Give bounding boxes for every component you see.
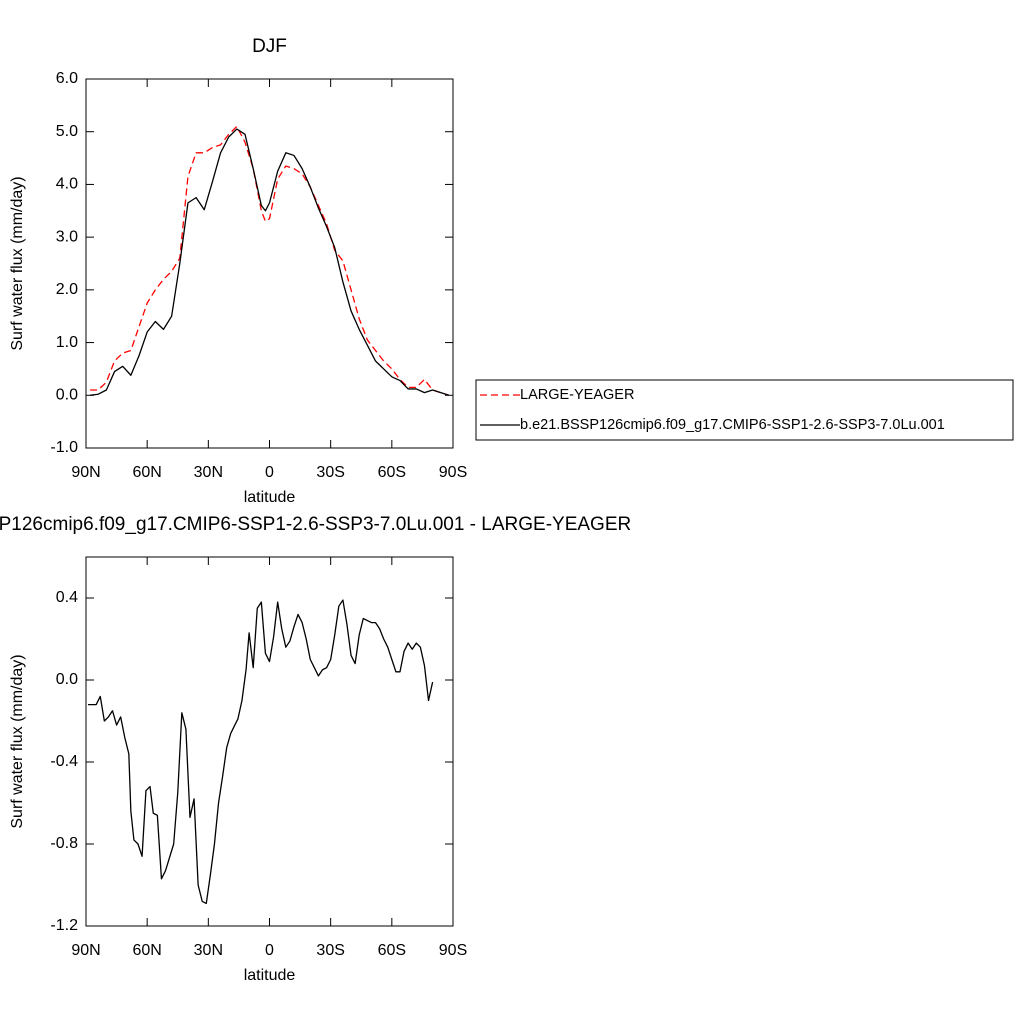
- x-tick-label: 30N: [194, 942, 223, 959]
- x-tick-label: 60N: [132, 942, 161, 959]
- y-axis-label: Surf water flux (mm/day): [9, 176, 26, 350]
- x-axis-label: latitude: [244, 967, 296, 984]
- plot-frame: [85, 556, 454, 927]
- x-tick-label: 30S: [316, 942, 344, 959]
- y-tick-label: 4.0: [56, 176, 78, 193]
- legend-box: [475, 379, 1014, 441]
- x-tick-label: 0: [265, 942, 274, 959]
- data-line: [90, 125, 450, 396]
- legend-label: b.e21.BSSP126cmip6.f09_g17.CMIP6-SSP1-2.…: [520, 417, 945, 433]
- x-tick-label: 60S: [378, 942, 406, 959]
- x-tick-label: 90N: [71, 942, 100, 959]
- y-axis-label: Surf water flux (mm/day): [9, 654, 26, 828]
- y-tick-label: -1.2: [50, 917, 78, 934]
- y-tick-label: 0.4: [56, 589, 78, 606]
- x-axis-label: latitude: [244, 489, 296, 506]
- x-tick-label: 60N: [132, 464, 161, 481]
- legend-label: LARGE-YEAGER: [520, 387, 634, 403]
- x-tick-label: 30N: [194, 464, 223, 481]
- data-line: [89, 128, 450, 396]
- y-tick-label: -0.4: [50, 753, 78, 770]
- x-tick-label: 90S: [439, 464, 467, 481]
- y-tick-label: 0.0: [56, 387, 78, 404]
- x-tick-label: 90N: [71, 464, 100, 481]
- y-tick-label: 2.0: [56, 281, 78, 298]
- x-tick-label: 30S: [316, 464, 344, 481]
- y-tick-label: 5.0: [56, 123, 78, 140]
- plot-frame: [85, 78, 454, 449]
- y-tick-label: 0.0: [56, 671, 78, 688]
- x-tick-label: 60S: [378, 464, 406, 481]
- chart-title: DJF: [252, 36, 287, 57]
- y-tick-label: 3.0: [56, 228, 78, 245]
- chart-title: b.e21.BSSP126cmip6.f09_g17.CMIP6-SSP1-2.…: [0, 514, 631, 535]
- y-tick-label: 6.0: [56, 70, 78, 87]
- x-tick-label: 0: [265, 464, 274, 481]
- x-tick-label: 90S: [439, 942, 467, 959]
- y-tick-label: 1.0: [56, 334, 78, 351]
- y-tick-label: -1.0: [50, 439, 78, 456]
- y-tick-label: -0.8: [50, 835, 78, 852]
- data-line: [88, 599, 434, 905]
